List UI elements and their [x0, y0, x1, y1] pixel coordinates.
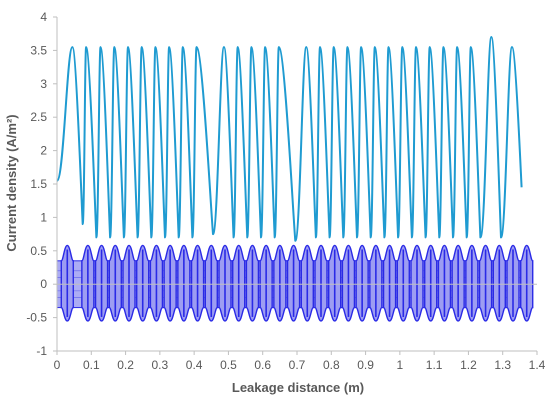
x-tick-label: 0.5 [220, 358, 237, 372]
y-axis-title: Current density (A/m²) [4, 114, 19, 251]
x-tick-label: 0.6 [254, 358, 271, 372]
x-tick-label: 1.3 [494, 358, 511, 372]
x-tick-label: 0.2 [117, 358, 134, 372]
x-axis-title: Leakage distance (m) [232, 380, 364, 395]
y-tick-label: 2.5 [30, 110, 47, 124]
y-tick-label: 1.5 [30, 177, 47, 191]
x-tick-label: 0.3 [152, 358, 169, 372]
x-tick-label: 1 [397, 358, 404, 372]
x-tick-label: 0.8 [323, 358, 340, 372]
x-tick-label: 0.4 [186, 358, 203, 372]
upper-series-line [56, 36, 523, 242]
y-tick-label: 3 [40, 77, 47, 91]
y-tick-label: 0.5 [30, 244, 47, 258]
y-tick-label: -0.5 [26, 311, 47, 325]
x-tick-label: 0.7 [289, 358, 306, 372]
x-tick-label: 1.1 [426, 358, 443, 372]
x-tick-label: 1.2 [460, 358, 477, 372]
x-tick-label: 1.4 [529, 358, 546, 372]
y-tick-label: 1 [40, 210, 47, 224]
x-tick-label: 0 [54, 358, 61, 372]
y-tick-label: 0 [40, 277, 47, 291]
y-tick-label: 3.5 [30, 43, 47, 57]
axes-group: -1 -0.5 0 0.5 1 1.5 2 2.5 3 3.5 4 0 0.1 0.2 0.3 0.4 0.5 0… [26, 10, 545, 372]
y-tick-label: -1 [36, 344, 47, 358]
y-tick-label: 4 [40, 10, 47, 24]
y-tick-label: 2 [40, 144, 47, 158]
x-tick-label: 0.9 [357, 358, 374, 372]
x-tick-label: 0.1 [83, 358, 100, 372]
upper-series-group [56, 36, 523, 242]
lower-series-group [56, 244, 534, 322]
